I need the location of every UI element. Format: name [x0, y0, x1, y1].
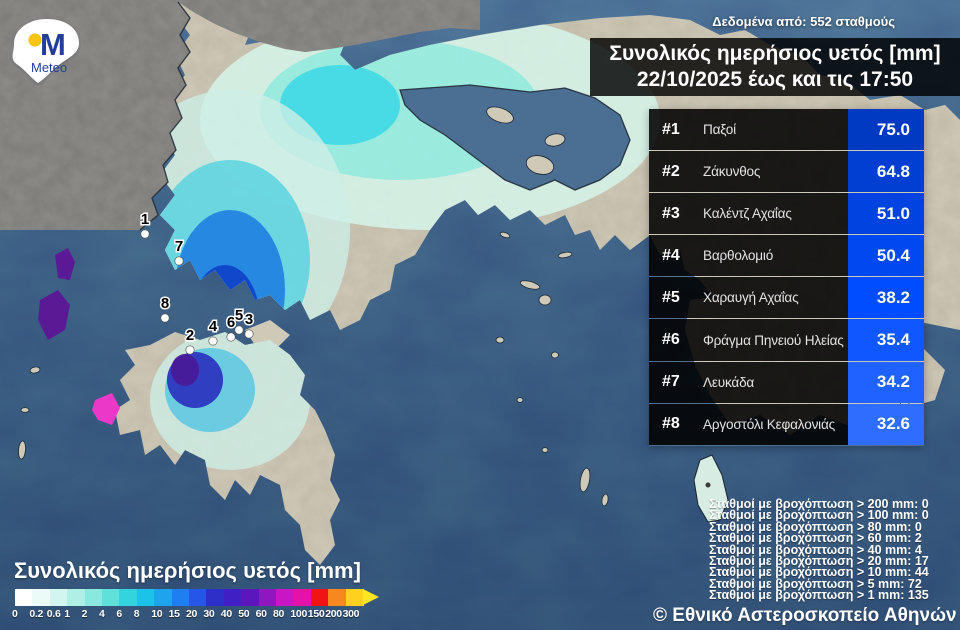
svg-text:3: 3 [245, 311, 253, 328]
svg-text:7: 7 [175, 238, 183, 255]
svg-text:1: 1 [141, 211, 149, 228]
svg-text:5: 5 [235, 307, 243, 324]
svg-text:2: 2 [186, 327, 194, 344]
svg-text:4: 4 [209, 318, 218, 335]
svg-text:8: 8 [161, 295, 169, 312]
svg-text:M: M [40, 27, 64, 62]
svg-text:Meteo: Meteo [31, 60, 67, 75]
